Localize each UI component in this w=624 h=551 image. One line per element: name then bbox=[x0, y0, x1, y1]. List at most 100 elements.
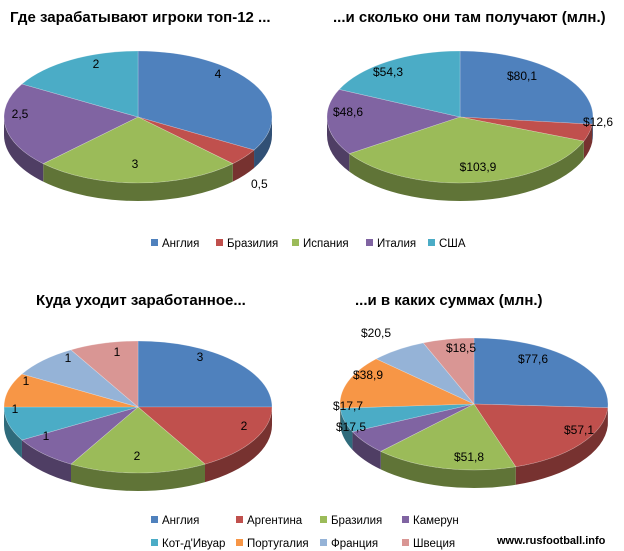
pie-3-slice-3 bbox=[70, 406, 206, 474]
legend-top-item-3: Испания bbox=[292, 238, 349, 250]
legend-bottom-item-2-label: Аргентина bbox=[247, 515, 303, 527]
legend-bottom-item-7-label: Франция bbox=[331, 538, 378, 550]
pie-1-slice-side-4 bbox=[4, 117, 44, 182]
legend-bottom-item-8: Швеция bbox=[402, 538, 455, 550]
legend-bottom-item-1-swatch bbox=[151, 516, 158, 523]
pie-4-slice-3 bbox=[380, 403, 517, 471]
pie-2-slice-1 bbox=[459, 50, 594, 125]
pie-2-slice-5 bbox=[338, 50, 461, 118]
pie-charts: 40,532,52$80,1$12,6$103,9$48,6$54,332211… bbox=[3, 50, 613, 491]
pie-4-data-label-4: $17,5 bbox=[336, 420, 366, 434]
pie-3-slice-4 bbox=[21, 406, 139, 465]
pie-1-slice-1 bbox=[137, 50, 273, 151]
legend-bottom-item-4: Камерун bbox=[402, 515, 459, 527]
legend-top-item-5-swatch bbox=[428, 239, 435, 246]
pie-2-slice-side-1 bbox=[592, 117, 593, 143]
legend-top-item-4: Италия bbox=[366, 238, 416, 250]
pie-1-slice-side-2 bbox=[232, 150, 255, 182]
legend-bottom-item-2-swatch bbox=[236, 516, 243, 523]
legend-bottom-item-1: Англия bbox=[151, 515, 199, 527]
pie-3-data-label-1: 3 bbox=[197, 350, 204, 364]
pie-2-data-label-2: $12,6 bbox=[583, 115, 613, 129]
legend-bottom-item-6-swatch bbox=[236, 539, 243, 546]
pie-chart-4: $77,6 $57,1 $51,8 $17,5 $17,7 $38,9 $20,5 $18,5 bbox=[333, 326, 609, 488]
legend-top-item-1-label: Англия bbox=[162, 238, 199, 250]
legends: Англия Бразилия Испания Италия США Англия Арге… bbox=[151, 238, 466, 550]
pie-chart-2: $80,1 $12,6 $103,9 $48,6 $54,3 bbox=[326, 50, 613, 201]
pie-3-slice-7 bbox=[21, 349, 139, 408]
pie-1-data-label-4: 2,5 bbox=[12, 107, 29, 121]
pie-4-data-label-6: $38,9 bbox=[353, 368, 383, 382]
legend-bottom-item-1-label: Англия bbox=[162, 515, 199, 527]
pie-1-slice-4 bbox=[3, 83, 139, 165]
pie-4-slice-2 bbox=[473, 403, 609, 468]
pie-3-slice-2 bbox=[137, 406, 273, 465]
pie-1-slice-5 bbox=[21, 50, 139, 118]
pie-3-slice-side-5 bbox=[3, 407, 22, 458]
pie-1-data-label-5: 2 bbox=[93, 57, 100, 71]
pie-2-slice-3 bbox=[348, 116, 585, 184]
legend-top-item-5-label: США bbox=[439, 238, 466, 250]
pie-3-data-label-3: 2 bbox=[134, 449, 141, 463]
pie-1-slice-side-1 bbox=[254, 117, 272, 168]
pie-4-data-label-8: $18,5 bbox=[446, 341, 476, 355]
pie-2-data-label-1: $80,1 bbox=[507, 69, 537, 83]
pie-3-slice-5 bbox=[3, 406, 139, 441]
pie-2-slice-4 bbox=[326, 89, 462, 154]
legend-top-item-3-swatch bbox=[292, 239, 299, 246]
pie-chart-1: 4 0,5 3 2,5 2 bbox=[3, 50, 273, 201]
pie-3-slice-8 bbox=[70, 340, 139, 408]
pie-4-data-label-7: $20,5 bbox=[361, 326, 391, 340]
pie-4-slice-4 bbox=[351, 403, 475, 452]
legend-top-item-1-swatch bbox=[151, 239, 158, 246]
pie-3-data-label-8: 1 bbox=[114, 345, 121, 359]
pie-3-data-label-5: 1 bbox=[12, 402, 19, 416]
pie-3-data-label-6: 1 bbox=[23, 374, 30, 388]
pie-1-data-label-3: 3 bbox=[132, 157, 139, 171]
pie-2-slice-2 bbox=[459, 116, 593, 142]
legend-bottom-item-5-swatch bbox=[151, 539, 158, 546]
legend-bottom-item-7-swatch bbox=[320, 539, 327, 546]
pie-3-data-label-2: 2 bbox=[241, 419, 248, 433]
pie-4-data-label-1: $77,6 bbox=[518, 352, 548, 366]
legend-bottom-item-8-swatch bbox=[402, 539, 409, 546]
pie-4-slice-side-5 bbox=[340, 408, 353, 450]
pie-2-slice-side-4 bbox=[327, 117, 350, 172]
legend-bottom-item-5: Кот-д'Ивуар bbox=[151, 538, 225, 550]
legend-bottom-item-3: Бразилия bbox=[320, 515, 382, 527]
pie-1-data-label-2: 0,5 bbox=[251, 177, 268, 191]
legend-top-item-5: США bbox=[428, 238, 466, 250]
pie-4-slice-side-4 bbox=[352, 431, 381, 470]
legend-bottom-item-7: Франция bbox=[320, 538, 378, 550]
legend-bottom-item-8-label: Швеция bbox=[413, 538, 455, 550]
legend-bottom-item-6-label: Португалия bbox=[247, 538, 309, 550]
legend-top-item-1: Англия bbox=[151, 238, 199, 250]
pie-3-data-label-4: 1 bbox=[43, 429, 50, 443]
legend-bottom-item-4-label: Камерун bbox=[413, 515, 459, 527]
legend-bottom-item-5-label: Кот-д'Ивуар bbox=[162, 538, 225, 550]
pie-4-data-label-3: $51,8 bbox=[454, 450, 484, 464]
legend-bottom-item-3-swatch bbox=[320, 516, 327, 523]
pie-4-slice-1 bbox=[473, 337, 609, 409]
legend-top-item-3-label: Испания bbox=[303, 238, 349, 250]
pie-3-slice-side-3 bbox=[71, 464, 205, 491]
pie-3-slice-side-4 bbox=[21, 440, 71, 483]
pie-2-data-label-5: $54,3 bbox=[373, 65, 403, 79]
legend-top-item-4-swatch bbox=[366, 239, 373, 246]
pie-1-slice-2 bbox=[137, 116, 255, 165]
chart-title-1: Где зарабатывают игроки топ-12 ... bbox=[10, 9, 271, 26]
pie-1-slice-side-3 bbox=[43, 163, 233, 201]
legend-bottom-item-3-label: Бразилия bbox=[331, 515, 382, 527]
pie-4-slice-7 bbox=[375, 342, 475, 405]
pie-1-data-label-1: 4 bbox=[215, 67, 222, 81]
legend-top-item-2: Бразилия bbox=[216, 238, 278, 250]
pie-2-slice-side-2 bbox=[583, 124, 593, 160]
pie-4-slice-side-3 bbox=[380, 451, 516, 488]
pie-4-slice-6 bbox=[339, 358, 475, 409]
pie-3-data-label-7: 1 bbox=[65, 351, 72, 365]
pie-4-data-label-2: $57,1 bbox=[564, 423, 594, 437]
pie-4-data-label-5: $17,7 bbox=[333, 399, 363, 413]
pie-2-slice-side-3 bbox=[349, 141, 584, 201]
